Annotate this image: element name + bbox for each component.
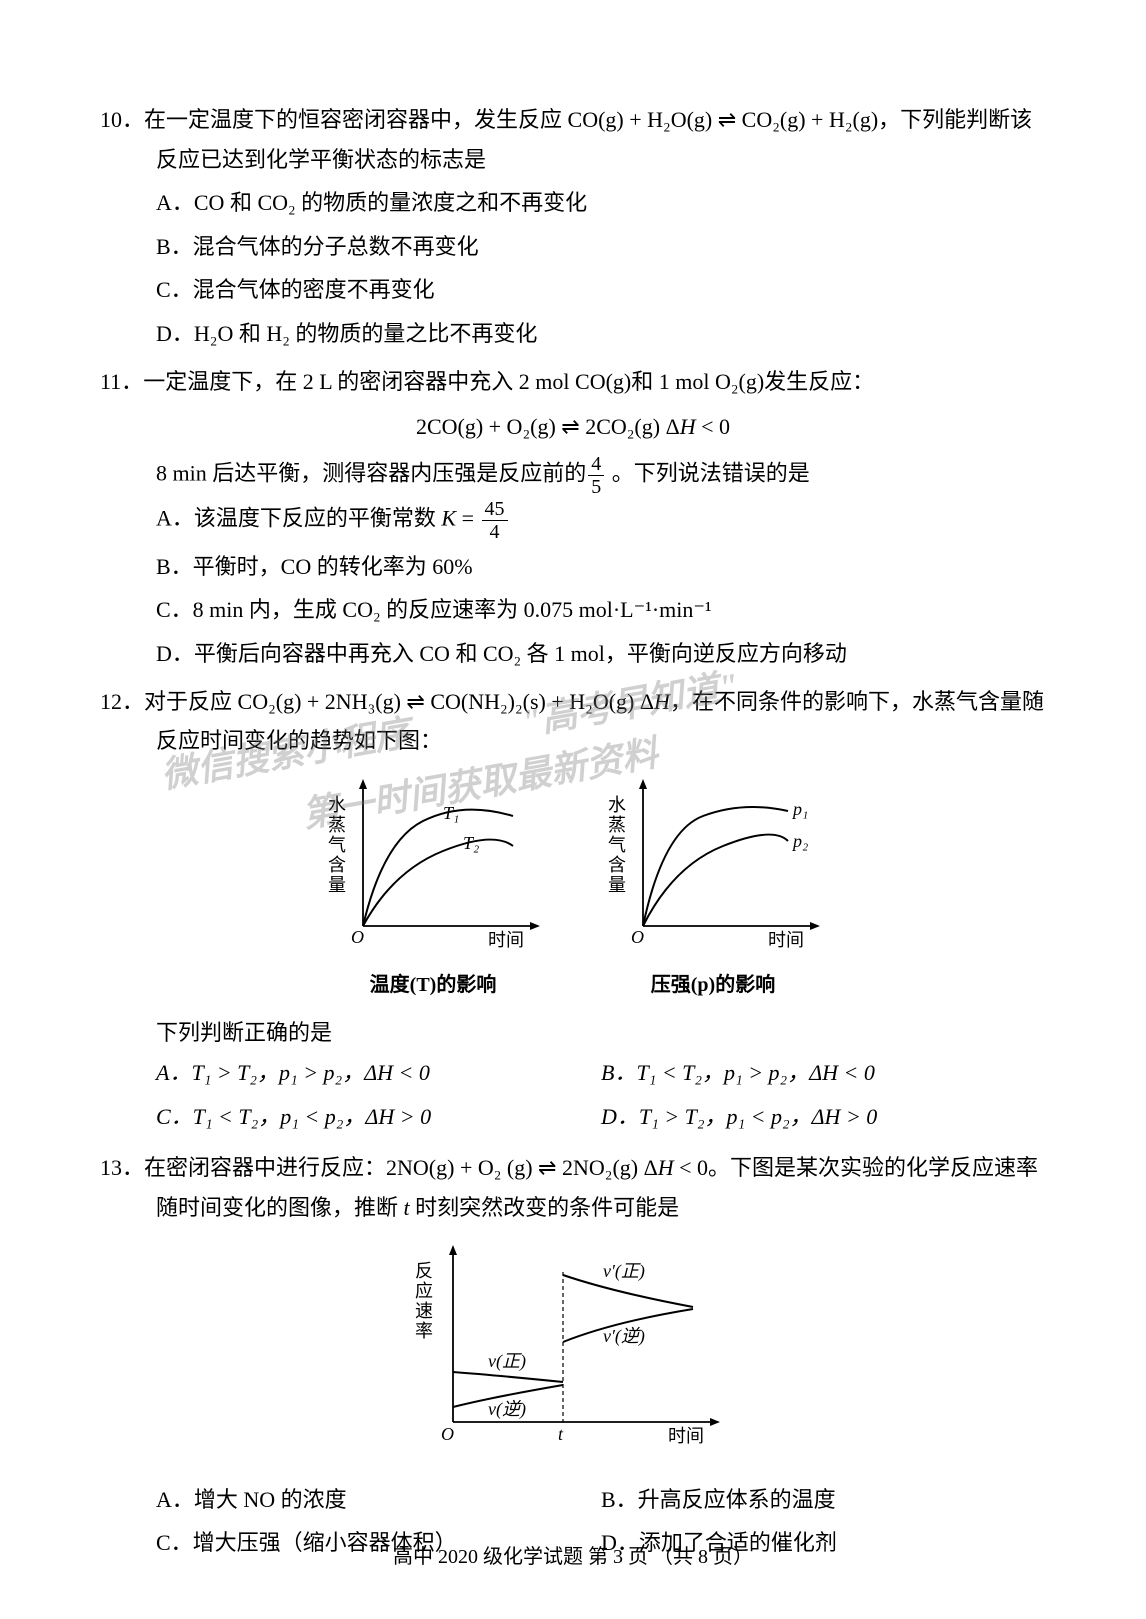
q10-option-b: B．混合气体的分子总数不再变化 [156, 227, 1046, 267]
q13-t-label: t [558, 1424, 564, 1444]
q11-stem2-b: 。下列说法错误的是 [606, 460, 810, 485]
q13-diagram: 反应速率 v(正) v(逆) v′(正) v′(逆) O t 时间 [100, 1237, 1046, 1470]
q13-stem1-c: 时刻突然改变的条件可能是 [410, 1195, 680, 1220]
q13-option-b: B．升高反应体系的温度 [601, 1480, 1046, 1520]
question-10: 10．在一定温度下的恒容密闭容器中，发生反应 CO(g) + H₂O(g) ⇌ … [100, 100, 1046, 354]
q12-diagram-pressure: 水蒸气含量 p₁ p₂ O 时间 压强(p)的影响 [593, 771, 833, 1004]
q12-option-b: B．T₁ < T₂，p₁ > p₂，ΔH < 0 [601, 1053, 1046, 1093]
q11-options: A．该温度下反应的平衡常数 K = 454 B．平衡时，CO 的转化率为 60%… [100, 498, 1046, 674]
q13-v-fwd2: v′(正) [603, 1261, 645, 1282]
q12-d2-origin: O [631, 927, 644, 947]
question-12: 12．对于反应 CO₂(g) + 2NH₃(g) ⇌ CO(NH₂)₂(s) +… [100, 682, 1046, 1141]
question-11: 11．一定温度下，在 2 L 的密闭容器中充入 2 mol CO(g)和 1 m… [100, 362, 1046, 674]
q12-diagram2-svg: 水蒸气含量 p₁ p₂ O 时间 [593, 771, 833, 951]
q10-options: A．CO 和 CO₂ 的物质的量浓度之和不再变化 B．混合气体的分子总数不再变化… [100, 183, 1046, 353]
q11-stem2-a: 8 min 后达平衡，测得容器内压强是反应前的 [156, 460, 586, 485]
q13-stem1-a: 在密闭容器中进行反应：2NO(g) + O₂ (g) ⇌ 2NO₂(g) Δ [144, 1155, 658, 1180]
q12-d2-caption: 压强(p)的影响 [593, 967, 833, 1003]
q11-option-b: B．平衡时，CO 的转化率为 60% [156, 547, 1046, 587]
q10-stem: 10．在一定温度下的恒容密闭容器中，发生反应 CO(g) + H₂O(g) ⇌ … [100, 100, 1046, 179]
q11-eq-text: 2CO(g) + O₂(g) ⇌ 2CO₂(g) Δ [416, 414, 680, 439]
q11-stem1: 11．一定温度下，在 2 L 的密闭容器中充入 2 mol CO(g)和 1 m… [100, 362, 1046, 402]
q11-number: 11． [100, 369, 143, 394]
q10-option-d: D．H₂O 和 H₂ 的物质的量之比不再变化 [156, 314, 1046, 354]
q12-option-c: C．T₁ < T₂，p₁ < p₂，ΔH > 0 [156, 1097, 601, 1137]
q12-d1-curve2-label: T₂ [463, 833, 479, 853]
q12-d2-curve2-label: p₂ [791, 831, 808, 851]
q11-optA-eq: = [456, 505, 479, 530]
q13-xlabel: 时间 [668, 1426, 704, 1446]
q11-option-d: D．平衡后向容器中再充入 CO 和 CO₂ 各 1 mol，平衡向逆反应方向移动 [156, 634, 1046, 674]
q13-v-rev2: v′(逆) [603, 1326, 645, 1347]
q12-optC-text: C．T₁ < T₂，p₁ < p₂，ΔH > 0 [156, 1104, 431, 1129]
q13-origin: O [441, 1424, 454, 1444]
q10-number: 10． [100, 107, 144, 132]
q12-stem1-H: H [654, 689, 670, 714]
q11-eq-H: H [680, 414, 696, 439]
q12-d1-origin: O [351, 927, 364, 947]
q12-d2-ylabel: 水蒸气含量 [608, 795, 626, 895]
q11-option-a: A．该温度下反应的平衡常数 K = 454 [156, 498, 1046, 543]
q12-d2-curve1-label: p₁ [791, 799, 808, 819]
q12-d1-curve1-label: T₁ [443, 803, 459, 823]
q12-optA-text: A．T₁ > T₂，p₁ > p₂，ΔH < 0 [156, 1060, 430, 1085]
q12-optD-text: D．T₁ > T₂，p₁ < p₂，ΔH > 0 [601, 1104, 877, 1129]
q13-diagram-svg: 反应速率 v(正) v(逆) v′(正) v′(逆) O t 时间 [393, 1237, 753, 1457]
question-13: 13．在密闭容器中进行反应：2NO(g) + O₂ (g) ⇌ 2NO₂(g) … [100, 1148, 1046, 1567]
q11-optA-a: A．该温度下反应的平衡常数 [156, 505, 441, 530]
q10-option-a: A．CO 和 CO₂ 的物质的量浓度之和不再变化 [156, 183, 1046, 223]
q13-v-rev: v(逆) [488, 1399, 526, 1420]
q12-d1-ylabel: 水蒸气含量 [328, 795, 346, 895]
q13-option-a: A．增大 NO 的浓度 [156, 1480, 601, 1520]
q11-option-c: C．8 min 内，生成 CO₂ 的反应速率为 0.075 mol·L⁻¹·mi… [156, 590, 1046, 630]
q11-optA-K: K [441, 505, 456, 530]
q11-frac1-num: 4 [588, 453, 604, 476]
q11-equation: 2CO(g) + O₂(g) ⇌ 2CO₂(g) ΔH < 0 [100, 407, 1046, 447]
q11-optA-num: 45 [482, 498, 508, 521]
q12-option-d: D．T₁ > T₂，p₁ < p₂，ΔH > 0 [601, 1097, 1046, 1137]
q12-diagram-temperature: 水蒸气含量 T₁ T₂ O 时间 温度(T)的影响 [313, 771, 553, 1004]
page-footer: 高中 2020 级化学试题 第 3 页 （共 8 页） [0, 1540, 1146, 1569]
q12-optB-text: B．T₁ < T₂，p₁ > p₂，ΔH < 0 [601, 1060, 875, 1085]
q12-diagram1-svg: 水蒸气含量 T₁ T₂ O 时间 [313, 771, 553, 951]
q12-stem1: 12．对于反应 CO₂(g) + 2NH₃(g) ⇌ CO(NH₂)₂(s) +… [100, 682, 1046, 761]
q13-v-fwd: v(正) [488, 1351, 526, 1372]
q11-stem1-text: 一定温度下，在 2 L 的密闭容器中充入 2 mol CO(g)和 1 mol … [143, 369, 874, 394]
q12-number: 12． [100, 689, 144, 714]
q13-stem1-H: H [658, 1155, 674, 1180]
q12-diagrams: 水蒸气含量 T₁ T₂ O 时间 温度(T)的影响 [100, 771, 1046, 1004]
q12-d1-caption: 温度(T)的影响 [313, 967, 553, 1003]
q11-frac1-den: 5 [588, 476, 604, 498]
q12-stem2: 下列判断正确的是 [100, 1013, 1046, 1053]
q10-stem-text: 在一定温度下的恒容密闭容器中，发生反应 CO(g) + H₂O(g) ⇌ CO₂… [144, 107, 1032, 172]
q12-d2-xlabel: 时间 [768, 930, 804, 950]
q12-d1-xlabel: 时间 [488, 930, 524, 950]
q11-stem2: 8 min 后达平衡，测得容器内压强是反应前的45 。下列说法错误的是 [100, 453, 1046, 498]
q12-options: A．T₁ > T₂，p₁ > p₂，ΔH < 0 B．T₁ < T₂，p₁ > … [100, 1053, 1046, 1140]
page: 10．在一定温度下的恒容密闭容器中，发生反应 CO(g) + H₂O(g) ⇌ … [0, 0, 1146, 1619]
q11-eq-tail: < 0 [696, 414, 730, 439]
q12-stem1-a: 对于反应 CO₂(g) + 2NH₃(g) ⇌ CO(NH₂)₂(s) + H₂… [144, 689, 654, 714]
q13-number: 13． [100, 1155, 144, 1180]
q13-ylabel: 反应速率 [415, 1261, 433, 1341]
q13-stem: 13．在密闭容器中进行反应：2NO(g) + O₂ (g) ⇌ 2NO₂(g) … [100, 1148, 1046, 1227]
q10-option-c: C．混合气体的密度不再变化 [156, 270, 1046, 310]
q12-option-a: A．T₁ > T₂，p₁ > p₂，ΔH < 0 [156, 1053, 601, 1093]
q11-frac1: 45 [588, 453, 604, 498]
q11-optA-frac: 454 [482, 498, 508, 543]
q11-optA-den: 4 [482, 521, 508, 543]
